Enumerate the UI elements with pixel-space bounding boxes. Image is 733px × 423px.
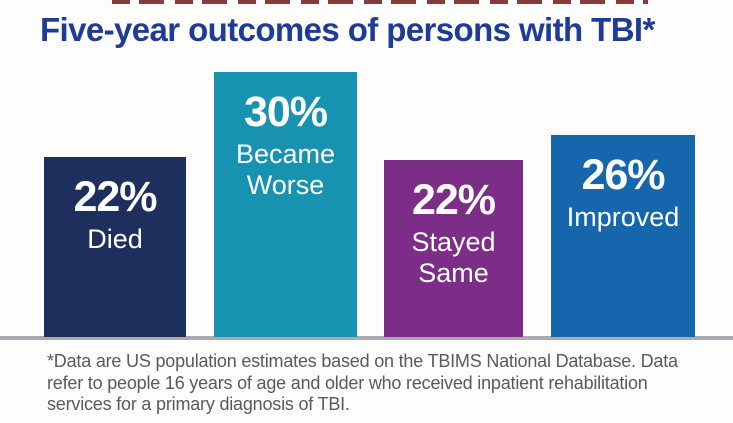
bar-category-line: Stayed	[411, 227, 496, 257]
chart-baseline	[0, 336, 733, 340]
bar-category-line: Died	[87, 224, 143, 254]
bar-percent-label: 26%	[581, 151, 665, 199]
footnote-line: refer to people 16 years of age and olde…	[47, 372, 648, 393]
bar-category-line: Improved	[566, 202, 680, 232]
bar-percent-label: 22%	[411, 176, 496, 224]
bar-category-label: Stayed Same	[411, 227, 495, 289]
footnote: *Data are US population estimates based …	[47, 351, 717, 416]
bar-became-worse: 30% Became Worse	[214, 72, 357, 337]
chart-title: Five-year outcomes of persons with TBI*	[40, 11, 655, 48]
cropped-text-remnant	[112, 0, 648, 4]
footnote-line: *Data are US population estimates based …	[47, 351, 678, 371]
bar-category-line: Worse	[246, 170, 325, 200]
bar-category-line: Same	[418, 258, 489, 288]
bar-category-label: Improved	[567, 202, 680, 233]
bar-category-label: Died	[87, 224, 143, 255]
bar-percent-label: 22%	[73, 173, 157, 221]
bar-percent-label: 30%	[243, 88, 328, 136]
footnote-line: services for a primary diagnosis of TBI.	[47, 394, 350, 414]
bar-category-label: Became Worse	[236, 139, 335, 201]
bar-category-line: Became	[235, 139, 336, 169]
bar-stayed-same: 22% Stayed Same	[384, 160, 523, 337]
bar-died: 22% Died	[44, 157, 186, 337]
bar-improved: 26% Improved	[551, 135, 695, 337]
